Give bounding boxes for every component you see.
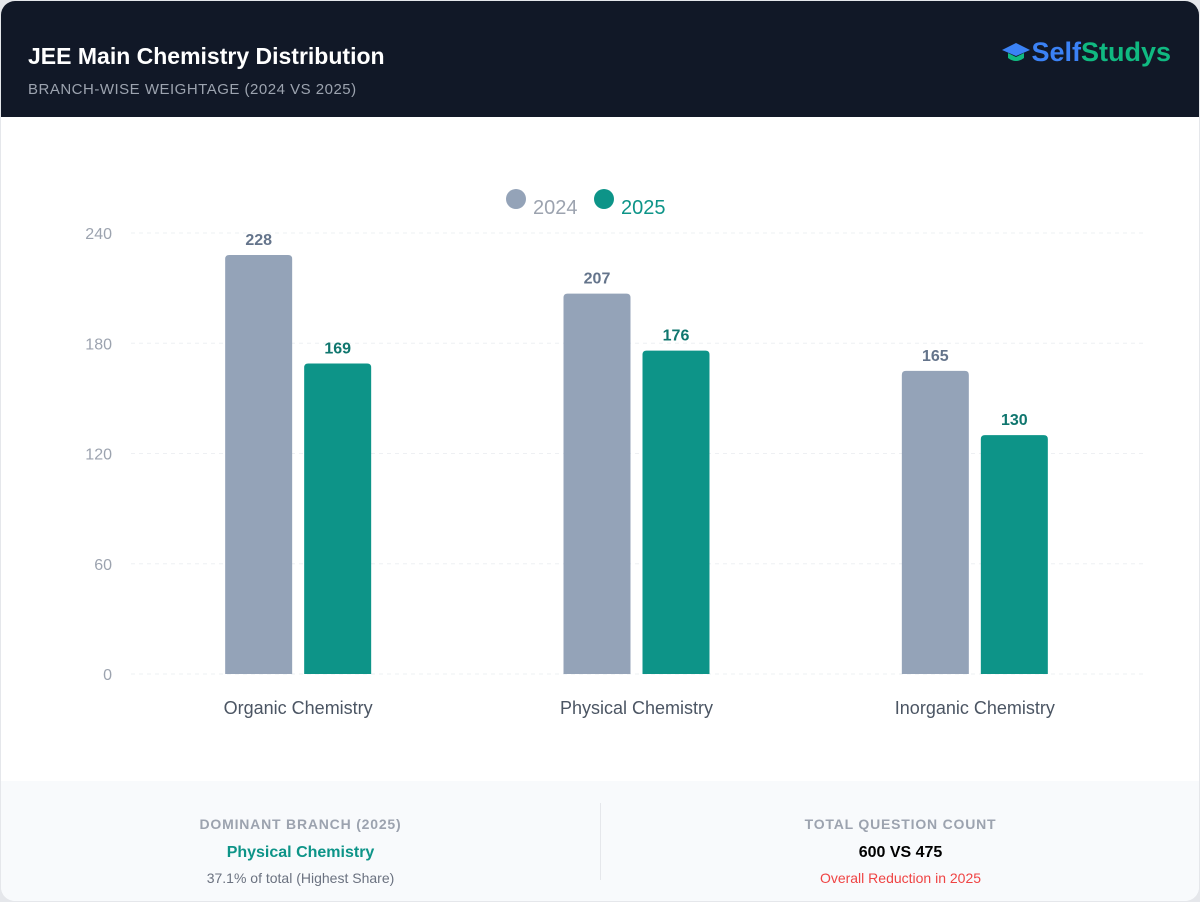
total-count-value: 600 VS 475 [858,844,943,861]
dominant-branch-panel: DOMINANT BRANCH (2025) Physical Chemistr… [1,781,600,901]
y-tick-label: 120 [85,447,112,464]
logo-text-self: Self [1031,37,1081,67]
page-title: JEE Main Chemistry Distribution [28,43,385,69]
bar-2024 [901,370,969,674]
x-tick-label: Inorganic Chemistry [895,698,1055,718]
logo-text-studys: Studys [1080,37,1171,67]
dominant-branch-note: 37.1% of total (Highest Share) [206,870,395,886]
dominant-branch-value: Physical Chemistry [226,844,375,861]
total-count-label: TOTAL QUESTION COUNT [804,816,997,832]
logo: Self Studys [1001,37,1171,68]
bar-2025 [642,350,710,674]
legend-label-2025: 2025 [621,197,666,219]
x-tick-label: Organic Chemistry [224,698,373,718]
dominant-branch-label: DOMINANT BRANCH (2025) [199,816,402,832]
legend-label-2024: 2024 [533,197,578,219]
divider [600,803,601,880]
data-label: 165 [922,348,949,365]
bar-2025 [980,435,1048,674]
x-tick-label: Physical Chemistry [560,698,713,718]
bar-2024 [563,293,631,674]
y-tick-label: 60 [94,557,112,574]
graduation-cap-icon [1002,42,1031,61]
bar-2024 [225,255,293,675]
summary-footer: DOMINANT BRANCH (2025) Physical Chemistr… [1,781,1199,901]
page-subtitle: BRANCH-WISE WEIGHTAGE (2024 VS 2025) [28,81,357,98]
legend-marker-2025 [594,189,614,209]
data-label: 169 [324,340,351,357]
bar-chart: 0 60 120 180 240 2024 2025 228 169 Organic Chemis… [85,189,1146,718]
y-tick-label: 180 [85,336,112,353]
y-tick-label: 240 [85,226,112,243]
bar-2025 [304,363,372,674]
y-tick-label: 0 [103,667,112,684]
total-count-note: Overall Reduction in 2025 [819,870,982,886]
data-label: 228 [245,232,272,249]
header: JEE Main Chemistry Distribution BRANCH-W… [1,1,1199,117]
data-label: 130 [1001,412,1028,429]
total-count-panel: TOTAL QUESTION COUNT 600 VS 475 Overall … [601,781,1199,901]
data-label: 207 [584,271,611,288]
data-label: 176 [663,328,690,345]
legend-marker-2024 [506,189,526,209]
